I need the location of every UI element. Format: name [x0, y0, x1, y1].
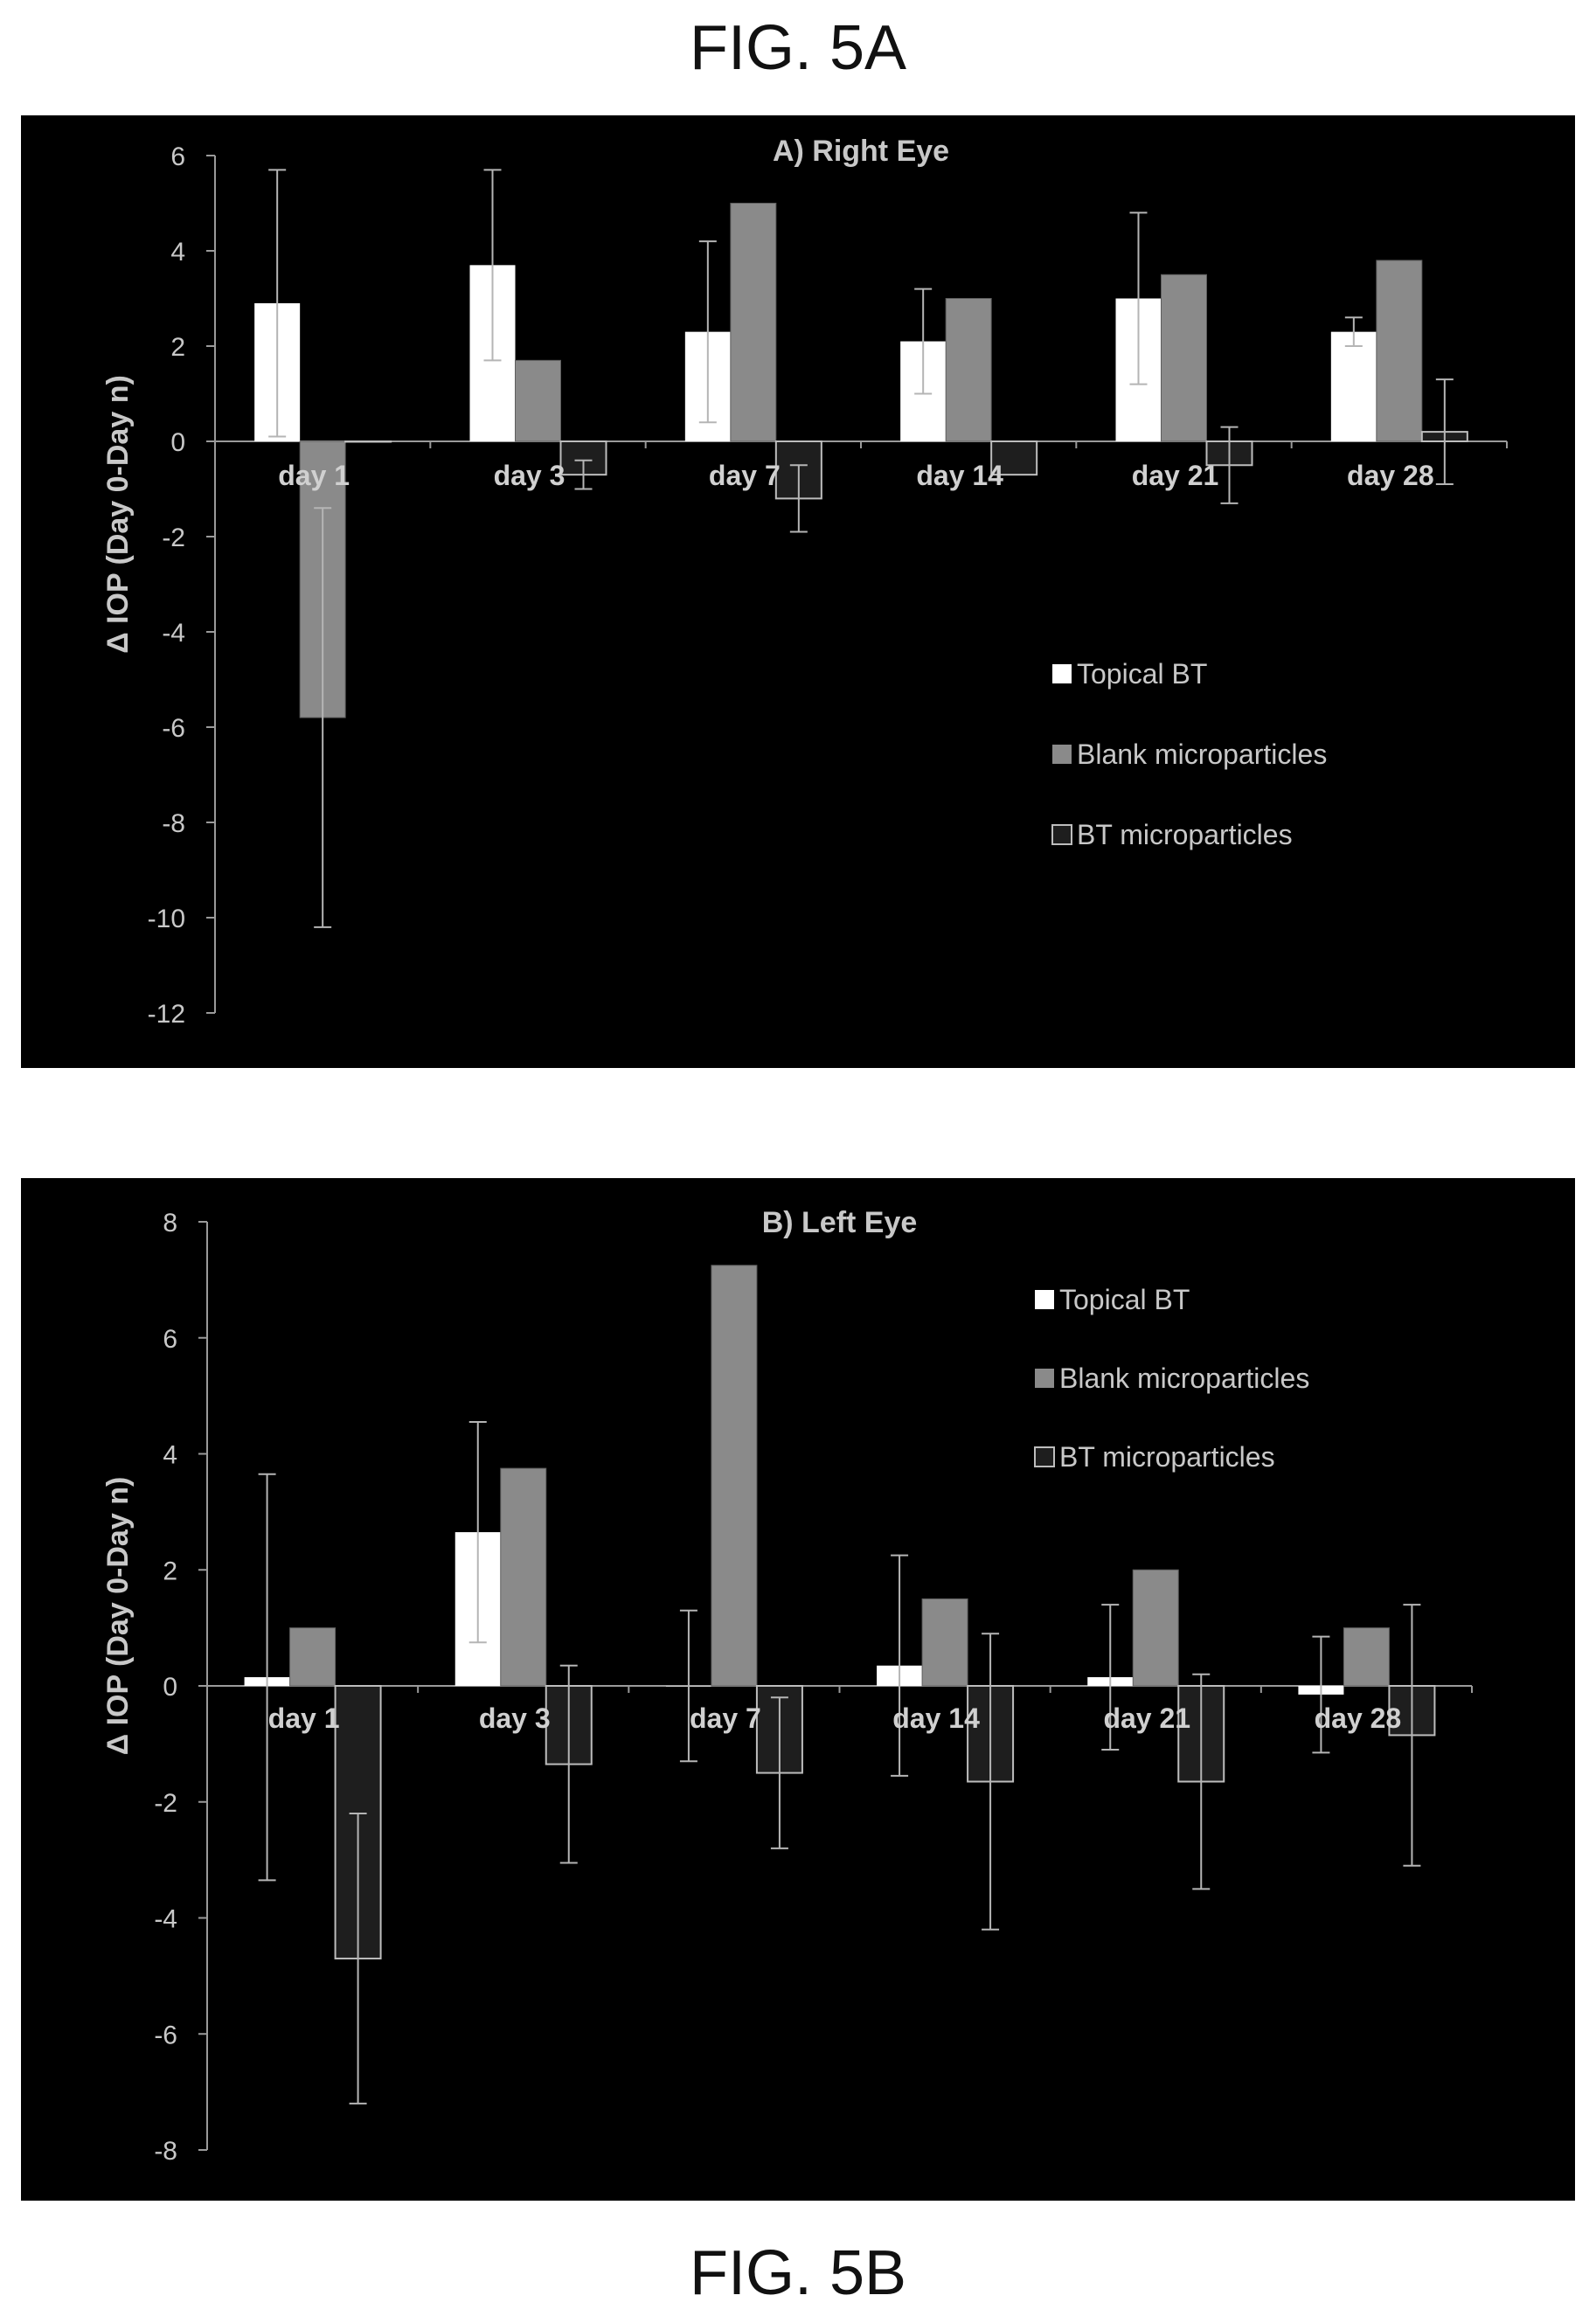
bar-blank-microparticles [1343, 1627, 1390, 1687]
bar-blank-microparticles [1161, 274, 1207, 442]
x-category-label: day 28 [1347, 460, 1434, 491]
x-category-label: day 3 [479, 1702, 551, 1734]
y-tick-label: -10 [148, 905, 185, 933]
x-category-label: day 1 [268, 1702, 340, 1734]
legend-label: Topical BT [1059, 1284, 1190, 1315]
x-category-label: day 28 [1315, 1702, 1402, 1734]
y-tick-label: -8 [154, 2137, 177, 2166]
bar-blank-microparticles [921, 1598, 968, 1687]
x-category-label: day 3 [494, 460, 566, 491]
bar-blank-microparticles [945, 298, 992, 442]
legend-swatch [1034, 1446, 1055, 1467]
y-tick-label: 0 [163, 1673, 177, 1702]
legend-label: BT microparticles [1077, 819, 1293, 850]
x-category-label: day 21 [1132, 460, 1219, 491]
bar-blank-microparticles [730, 203, 777, 442]
x-category-label: day 7 [690, 1702, 761, 1734]
legend-label: BT microparticles [1059, 1441, 1275, 1473]
bar-blank-microparticles [1132, 1569, 1179, 1687]
y-tick-label: -6 [162, 714, 185, 743]
y-tick-label: -12 [148, 1000, 185, 1029]
legend-swatch [1035, 1290, 1054, 1309]
x-category-label: day 14 [916, 460, 1003, 491]
legend-swatch [1052, 664, 1072, 683]
chart-right-eye: A) Right Eye 6 4 2 0 -2 -4 -6 -8 -10 -12 Δ IOP (Day… [101, 135, 1508, 1029]
legend-label: Blank microparticles [1059, 1363, 1309, 1394]
y-tick-label: 4 [163, 1441, 177, 1470]
y-tick-label: -4 [162, 619, 185, 648]
y-tick-label: -2 [154, 1789, 177, 1818]
chart-title: B) Left Eye [762, 1206, 918, 1239]
bar-bt-microparticles [344, 440, 392, 443]
bar-bt-microparticles [990, 440, 1038, 476]
legend-swatch [1052, 745, 1072, 764]
y-axis-label: Δ IOP (Day 0-Day n) [101, 375, 135, 654]
y-tick-label: -8 [162, 809, 185, 838]
legend-swatch [1051, 824, 1072, 845]
bar-blank-microparticles [1376, 260, 1423, 442]
bar-topical-bt [1330, 331, 1377, 441]
bar-blank-microparticles [515, 359, 561, 442]
x-category-label: day 21 [1103, 1702, 1190, 1734]
x-category-label: day 14 [892, 1702, 980, 1734]
chart-left-eye: B) Left Eye 8 6 4 2 0 -2 -4 -6 -8 Δ IOP (Day 0-Day… [101, 1206, 1473, 2166]
figure-b-label: FIG. 5B [689, 2238, 907, 2308]
bar-blank-microparticles [500, 1467, 547, 1687]
x-category-label: day 7 [709, 460, 781, 491]
bar-blank-microparticles [289, 1627, 337, 1687]
y-tick-label: 6 [163, 1325, 177, 1354]
y-tick-label: 6 [170, 142, 185, 171]
y-axis-label: Δ IOP (Day 0-Day n) [101, 1477, 135, 1756]
figure-a-label: FIG. 5A [689, 13, 907, 83]
y-tick-label: -6 [154, 2021, 177, 2049]
y-tick-label: 4 [170, 238, 185, 267]
y-tick-label: 2 [163, 1557, 177, 1585]
legend-label: Blank microparticles [1077, 739, 1327, 770]
y-tick-label: 2 [170, 333, 185, 362]
bar-blank-microparticles [711, 1265, 758, 1687]
y-tick-label: -2 [162, 524, 185, 552]
chart-panel-right-eye: A) Right Eye 6 4 2 0 -2 -4 -6 -8 -10 -12 Δ IOP (Day… [21, 115, 1575, 1068]
y-tick-label: -4 [154, 1905, 177, 1934]
y-tick-label: 8 [163, 1209, 177, 1238]
chart-title: A) Right Eye [773, 135, 949, 168]
x-category-label: day 1 [278, 460, 350, 491]
legend-swatch [1035, 1369, 1054, 1388]
legend-label: Topical BT [1077, 658, 1207, 690]
y-tick-label: 0 [170, 428, 185, 457]
chart-panel-left-eye: B) Left Eye 8 6 4 2 0 -2 -4 -6 -8 Δ IOP (Day 0-Day… [21, 1178, 1575, 2201]
